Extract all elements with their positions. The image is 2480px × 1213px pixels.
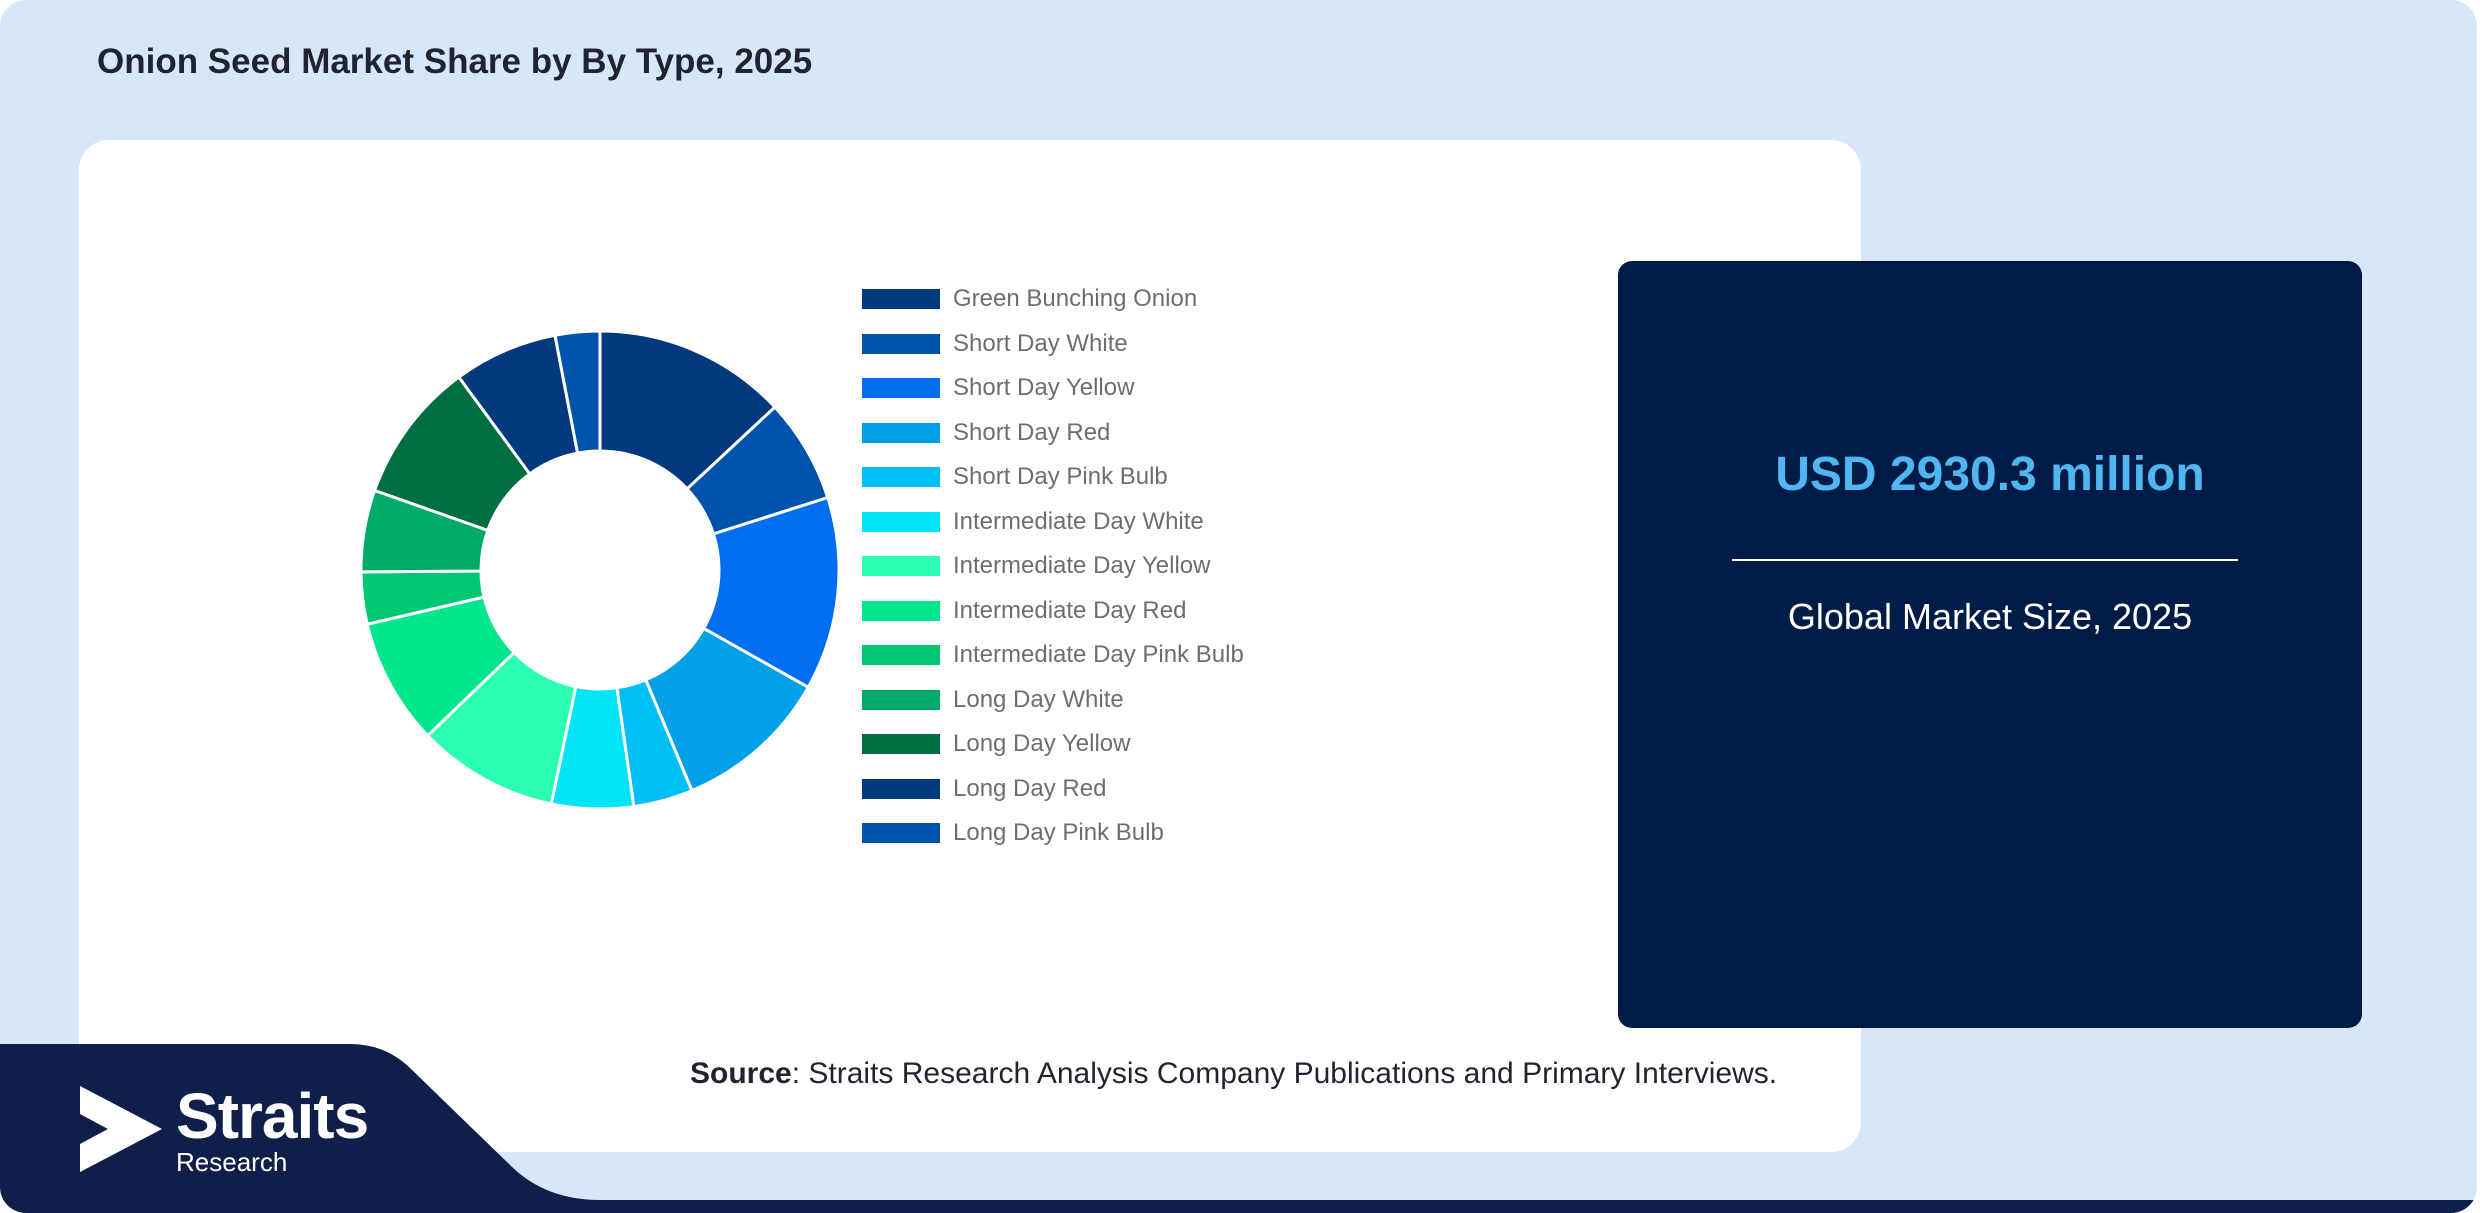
source-prefix: Source [690, 1057, 792, 1090]
logo-subtitle: Research [176, 1147, 288, 1177]
legend-item: Green Bunching Onion [862, 277, 1244, 322]
donut-slice-green-bunching-onion [598, 329, 778, 492]
chart-title: Onion Seed Market Share by By Type, 2025 [97, 42, 813, 81]
donut-slice-long-day-pink-bulb [553, 329, 602, 455]
market-size-card: USD 2930.3 million Global Market Size, 2… [1618, 261, 2362, 1028]
legend-item: Intermediate Day Red [862, 589, 1244, 634]
logo-name: Straits [176, 1080, 369, 1152]
legend-label: Intermediate Day Red [953, 596, 1187, 624]
legend-swatch [862, 556, 940, 577]
legend-swatch [862, 600, 940, 621]
legend-swatch [862, 511, 940, 532]
legend-item: Intermediate Day Yellow [862, 544, 1244, 589]
legend-label: Short Day Pink Bulb [953, 463, 1168, 491]
legend-label: Intermediate Day Yellow [953, 552, 1211, 580]
market-size-label: Global Market Size, 2025 [1787, 596, 2193, 637]
source-text: : Straits Research Analysis Company Publ… [791, 1057, 1778, 1090]
legend-label: Long Day Yellow [953, 730, 1131, 758]
divider [1732, 559, 2238, 561]
legend-item: Intermediate Day White [862, 500, 1244, 545]
legend-swatch [862, 734, 940, 755]
legend-label: Short Day Red [953, 418, 1111, 446]
legend-label: Intermediate Day White [953, 507, 1204, 535]
legend-label: Short Day Yellow [953, 374, 1135, 402]
legend-item: Short Day Yellow [862, 366, 1244, 411]
legend-swatch [862, 823, 940, 844]
legend-swatch [862, 378, 940, 399]
legend-swatch [862, 689, 940, 710]
legend-item: Short Day Pink Bulb [862, 455, 1244, 500]
legend-label: Long Day White [953, 685, 1124, 713]
chart-legend: Green Bunching Onion Short Day White Short… [862, 277, 1244, 856]
legend-item: Short Day White [862, 322, 1244, 367]
logo-arrow-icon [80, 1086, 162, 1172]
legend-swatch [862, 645, 940, 666]
market-size-value: USD 2930.3 million [1775, 448, 2205, 501]
donut-chart [359, 329, 841, 811]
legend-label: Short Day White [953, 329, 1128, 357]
legend-label: Green Bunching Onion [953, 285, 1198, 313]
legend-item: Intermediate Day Pink Bulb [862, 633, 1244, 678]
legend-swatch [862, 422, 940, 443]
legend-swatch [862, 467, 940, 488]
legend-item: Long Day White [862, 678, 1244, 723]
legend-item: Long Day Yellow [862, 722, 1244, 767]
source-note: Source: Straits Research Analysis Compan… [690, 1057, 1777, 1091]
legend-label: Long Day Pink Bulb [953, 819, 1164, 847]
legend-item: Short Day Red [862, 411, 1244, 456]
legend-label: Long Day Red [953, 774, 1107, 802]
legend-swatch [862, 778, 940, 799]
legend-label: Intermediate Day Pink Bulb [953, 641, 1244, 669]
straits-logo: Straits Research [80, 1080, 369, 1177]
donut-slice-short-day-yellow [701, 495, 841, 690]
legend-item: Long Day Red [862, 767, 1244, 812]
legend-item: Long Day Pink Bulb [862, 811, 1244, 856]
legend-swatch [862, 333, 940, 354]
legend-swatch [862, 289, 940, 310]
